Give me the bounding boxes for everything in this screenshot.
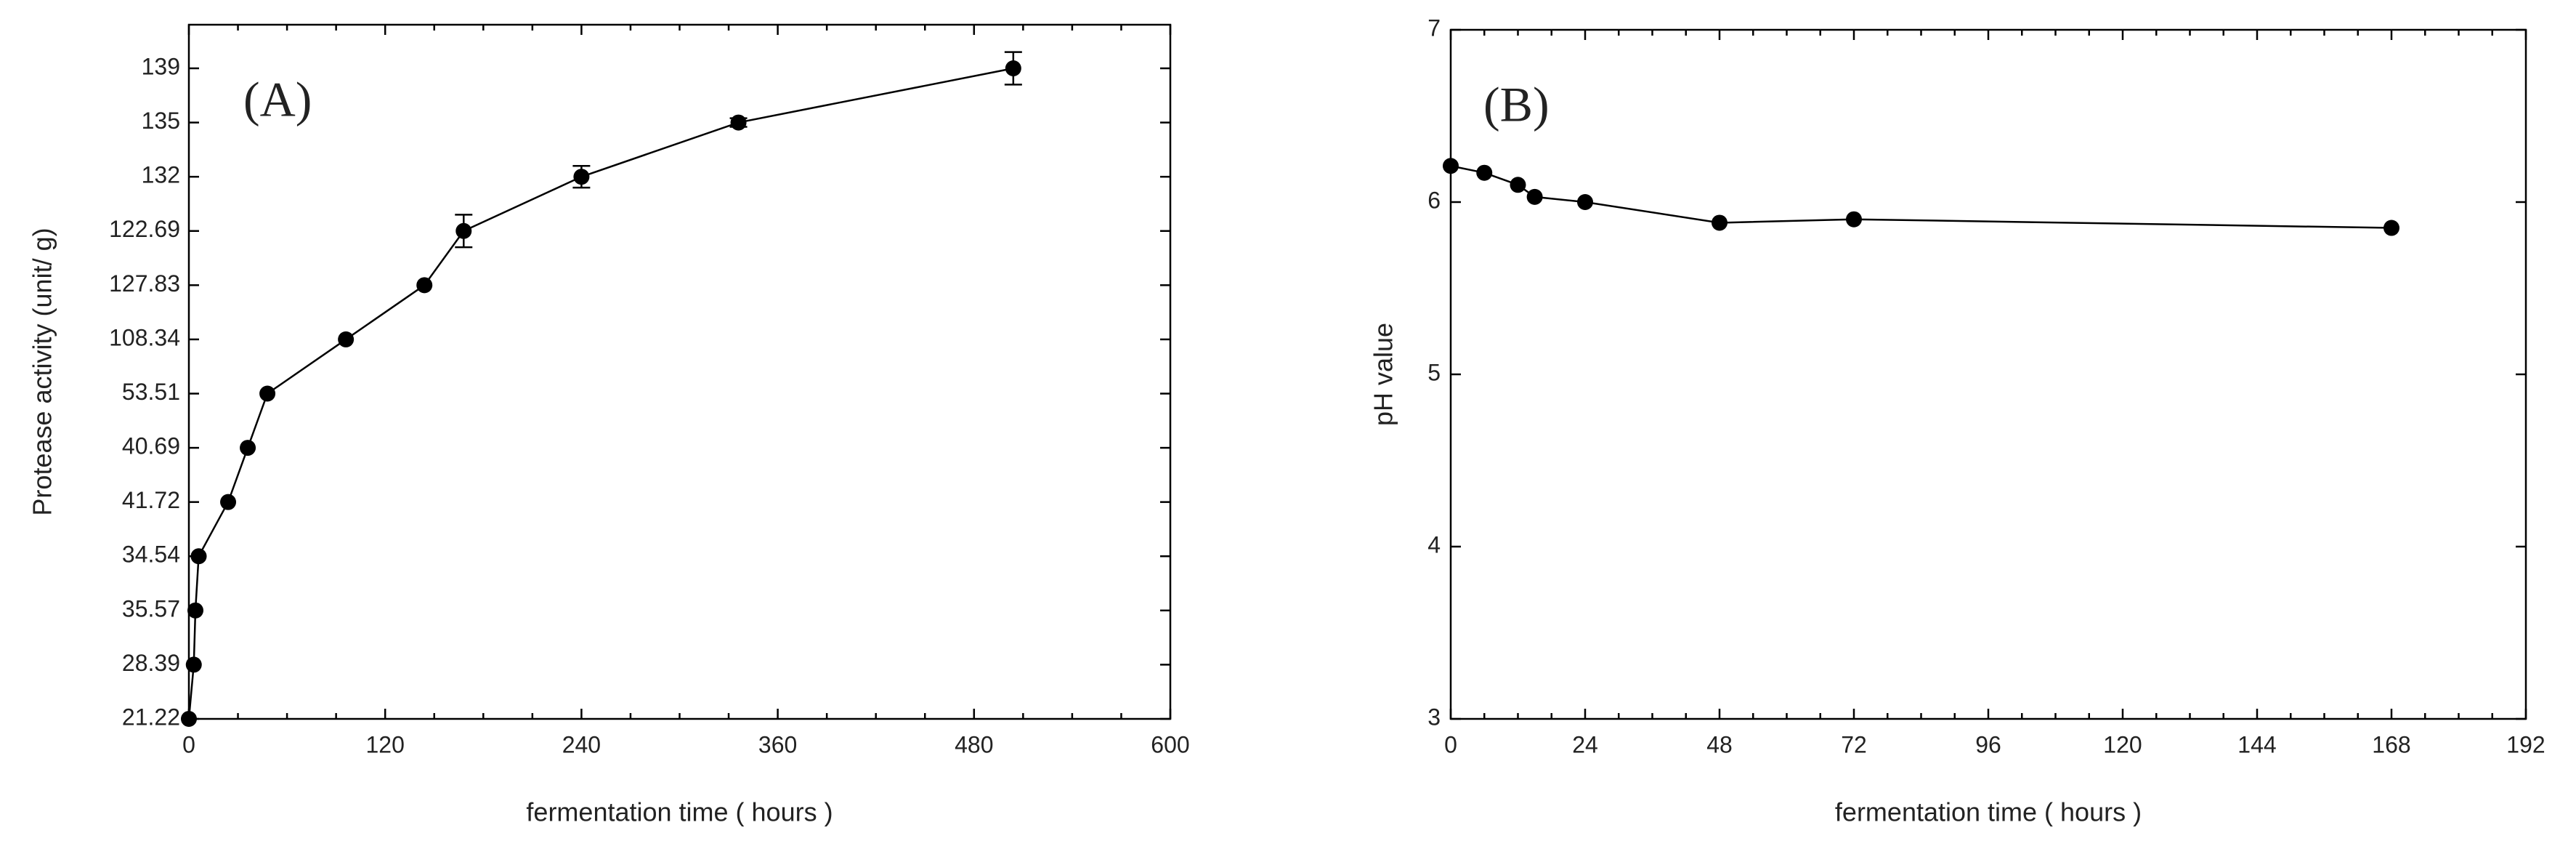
- data-point: [187, 602, 204, 619]
- y-tick-label: 41.72: [122, 487, 180, 513]
- x-axis-label: fermentation time ( hours ): [526, 797, 833, 827]
- data-point: [240, 440, 256, 456]
- y-tick-label: 21.22: [122, 704, 180, 730]
- x-tick-label: 360: [758, 731, 797, 757]
- data-line: [187, 67, 1014, 720]
- data-point: [1577, 194, 1593, 210]
- x-axis-label: fermentation time ( hours ): [1835, 797, 2142, 827]
- data-point: [455, 222, 472, 239]
- data-point: [1443, 158, 1459, 174]
- y-tick-label: 127.83: [109, 270, 180, 297]
- x-tick-label: 144: [2237, 731, 2276, 757]
- data-point: [181, 711, 197, 727]
- x-tick-label: 48: [1706, 731, 1733, 757]
- data-point: [185, 656, 202, 673]
- y-tick-label: 34.54: [122, 542, 180, 568]
- plot-frame: [187, 23, 1172, 720]
- y-tick-label: 139: [142, 53, 180, 79]
- data-point: [1510, 177, 1526, 193]
- x-tick-label: 168: [2372, 731, 2410, 757]
- y-tick-label: 108.34: [109, 324, 180, 350]
- data-point: [416, 277, 433, 294]
- data-point: [573, 169, 590, 185]
- y-tick-label: 3: [1427, 704, 1441, 730]
- x-tick-label: 192: [2506, 731, 2545, 757]
- plot-frame: [1449, 28, 2527, 720]
- panel-label: (B): [1483, 77, 1550, 132]
- data-point: [220, 494, 237, 510]
- y-tick-label: 132: [142, 162, 180, 188]
- data-point: [1846, 211, 1862, 228]
- y-tick-label: 53.51: [122, 379, 180, 405]
- x-tick-label: 72: [1841, 731, 1867, 757]
- x-tick-label: 120: [2103, 731, 2142, 757]
- data-point: [1712, 214, 1728, 231]
- x-tick-label: 240: [562, 731, 601, 757]
- y-tick-label: 6: [1427, 187, 1441, 213]
- x-tick-label: 480: [955, 731, 993, 757]
- y-tick-label: 7: [1427, 15, 1441, 41]
- panel-label: (A): [243, 72, 312, 127]
- y-tick-label: 4: [1427, 531, 1441, 558]
- y-tick-label: 135: [142, 108, 180, 134]
- x-tick-label: 24: [1572, 731, 1598, 757]
- data-point: [1005, 60, 1021, 76]
- y-axis-label: pH value: [1369, 323, 1398, 426]
- y-tick-label: 122.69: [109, 216, 180, 242]
- y-axis-label: Protease activity (unit/ g): [28, 228, 57, 515]
- data-point: [730, 114, 747, 131]
- data-point: [2383, 220, 2399, 236]
- x-tick-label: 0: [182, 731, 195, 757]
- data-point: [190, 548, 207, 565]
- data-point: [259, 385, 276, 402]
- x-tick-label: 600: [1151, 731, 1189, 757]
- x-tick-label: 96: [1975, 731, 2001, 757]
- data-point: [338, 331, 355, 347]
- data-point: [1476, 164, 1493, 181]
- y-tick-label: 35.57: [122, 595, 180, 621]
- data-line: [1450, 165, 2392, 229]
- x-tick-label: 0: [1444, 731, 1457, 757]
- x-tick-label: 120: [366, 731, 405, 757]
- y-tick-label: 40.69: [122, 433, 180, 459]
- y-tick-label: 5: [1427, 359, 1441, 385]
- y-tick-label: 28.39: [122, 650, 180, 676]
- data-point: [1526, 188, 1543, 205]
